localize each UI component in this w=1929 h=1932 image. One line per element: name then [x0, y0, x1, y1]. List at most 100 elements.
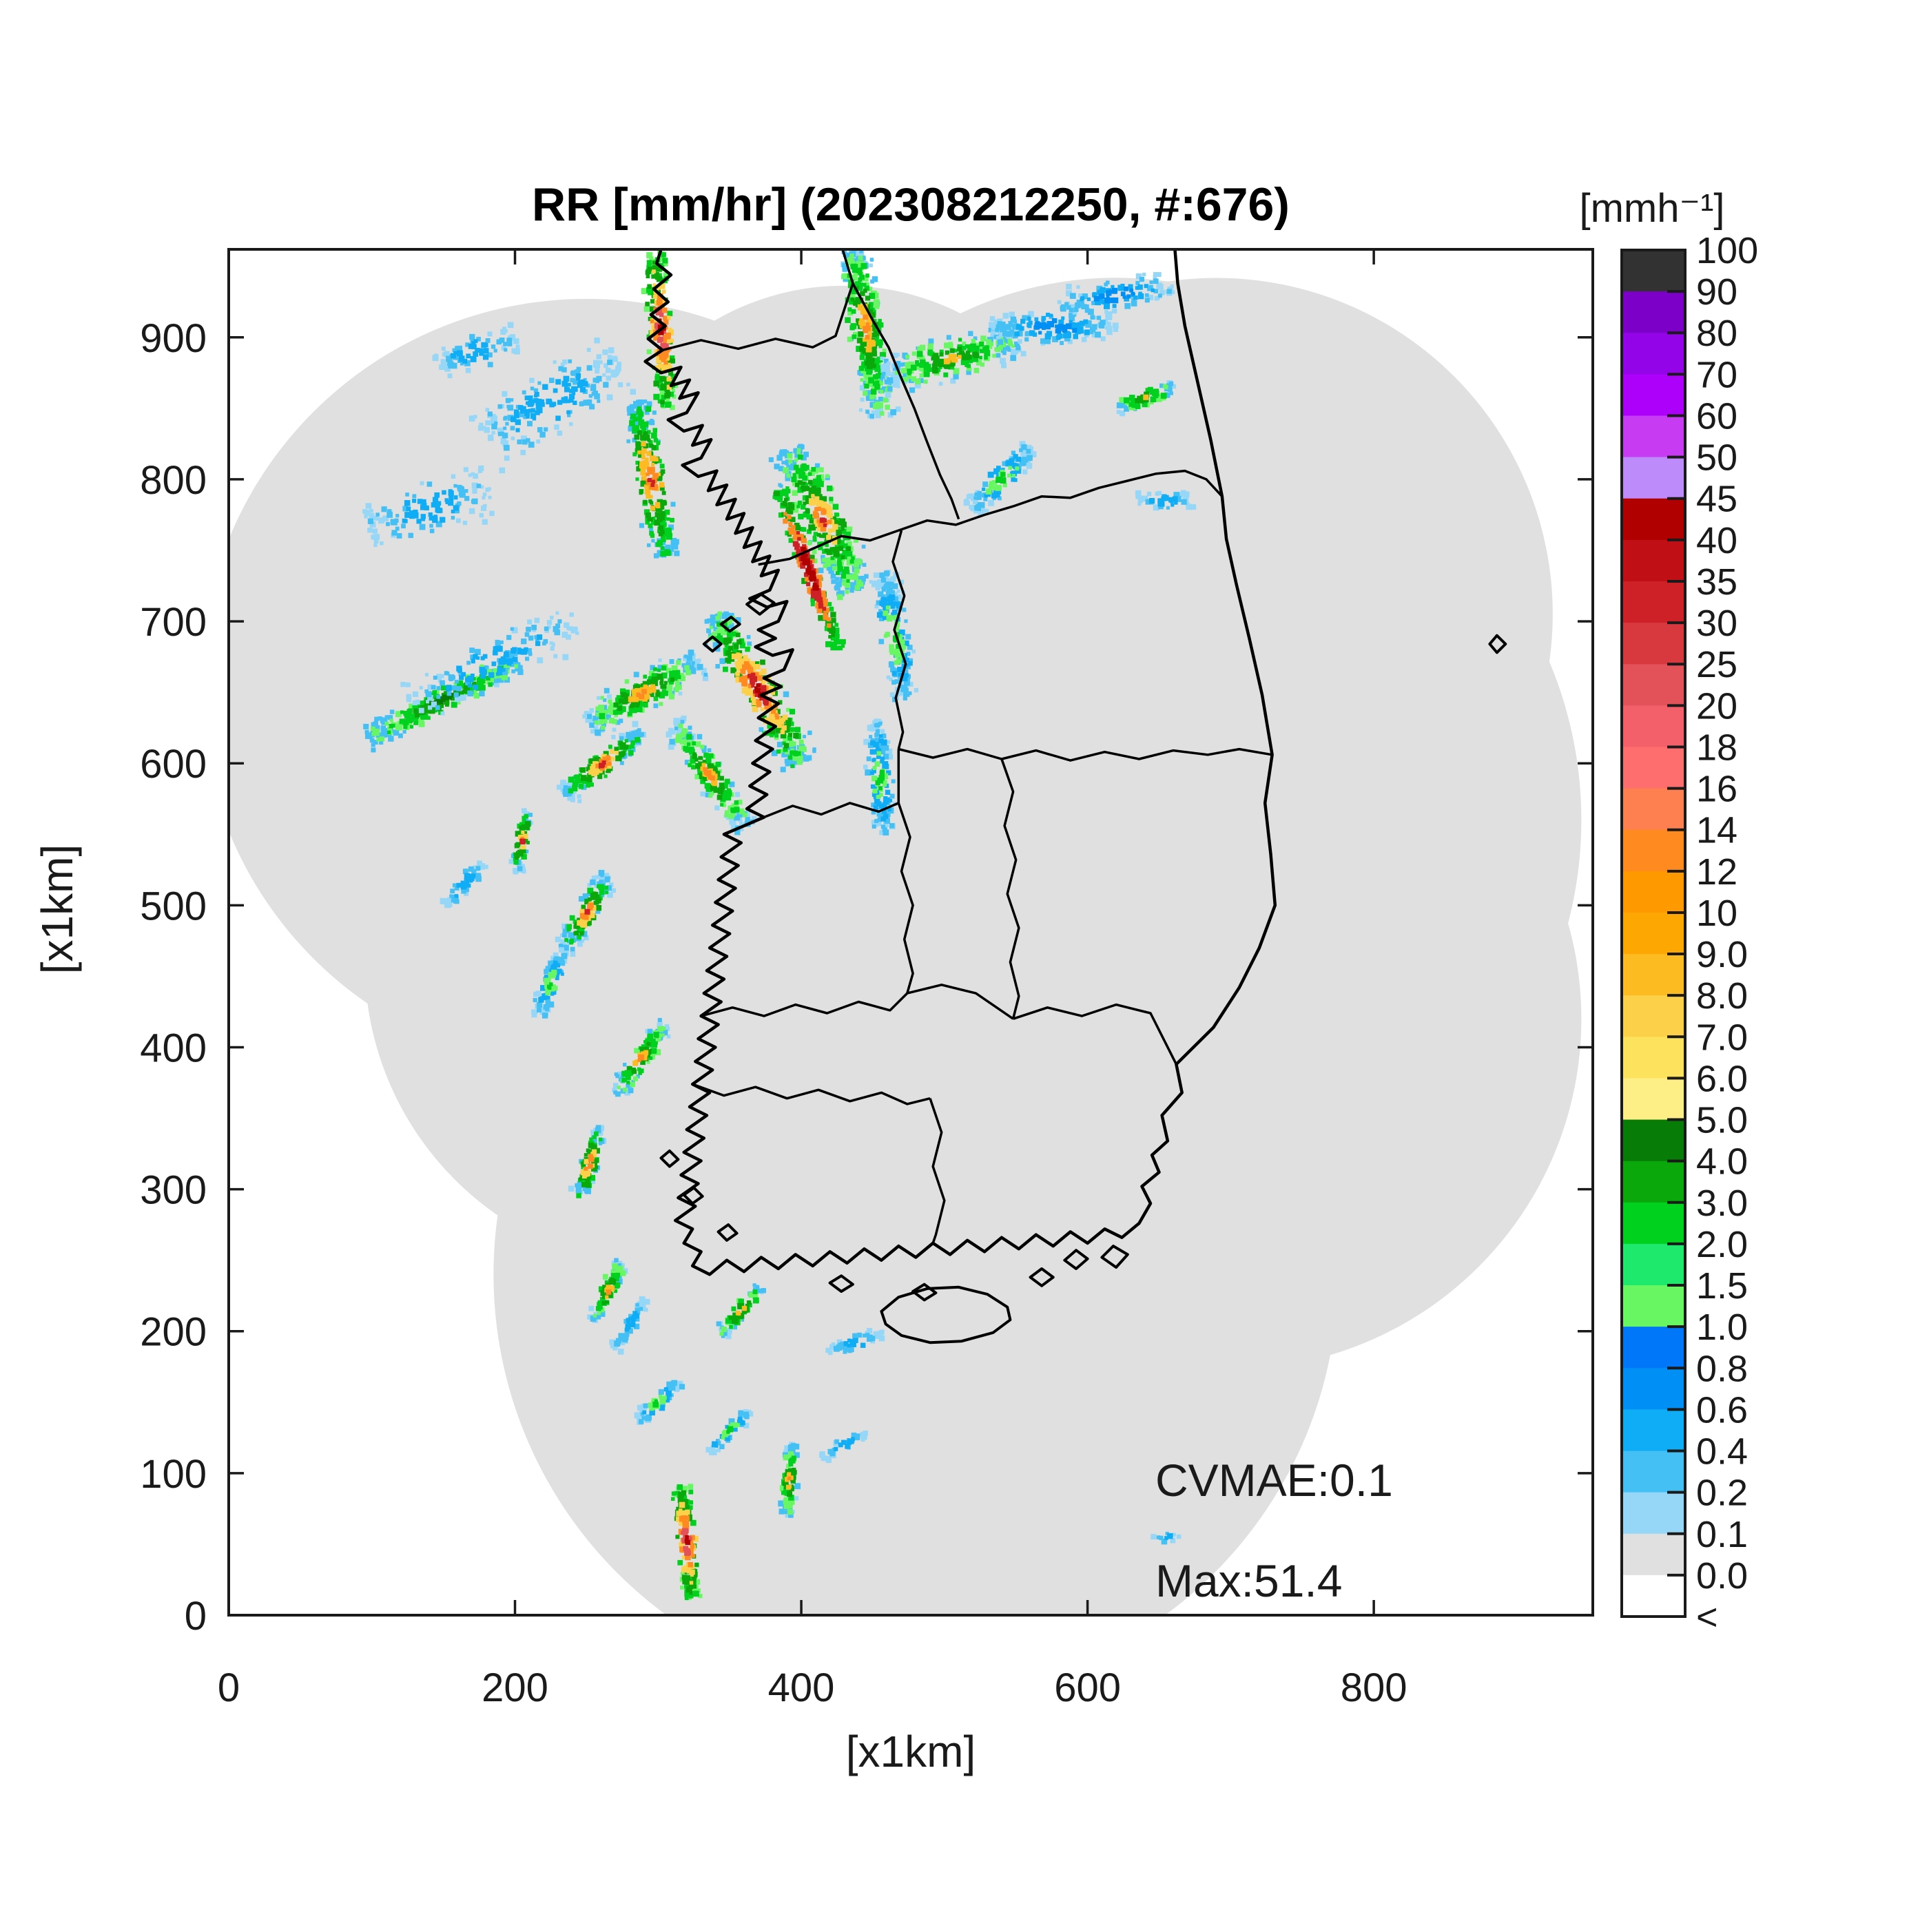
precip-cell [874, 338, 878, 343]
precip-cell [553, 952, 559, 958]
precip-cell [809, 570, 815, 576]
precip-cell [825, 561, 831, 568]
precip-cell [729, 781, 735, 787]
precip-cell [869, 727, 874, 732]
precip-cell [902, 607, 907, 612]
precip-cell [817, 481, 824, 488]
precip-cell [868, 374, 872, 379]
precip-cell [652, 283, 657, 287]
precip-cell [794, 458, 798, 462]
precip-cell [881, 352, 887, 357]
precip-cell [544, 626, 549, 631]
precip-cell [599, 889, 605, 895]
precip-cell [662, 684, 667, 689]
precip-cell [705, 785, 712, 792]
precip-cell [648, 1402, 654, 1409]
precip-cell [938, 365, 942, 369]
precip-cell [1067, 339, 1073, 344]
precip-cell [736, 811, 743, 818]
precip-cell [668, 727, 674, 734]
precip-cell [851, 309, 856, 314]
precip-cell [819, 474, 824, 479]
precip-cell [488, 676, 495, 683]
precip-cell [643, 509, 650, 515]
precip-cell [510, 398, 514, 402]
precip-cell [787, 527, 792, 531]
precip-cell [968, 344, 973, 350]
precip-cell [849, 253, 854, 258]
precip-cell [938, 362, 944, 368]
precip-cell [545, 988, 551, 994]
precip-cell [457, 486, 464, 492]
precip-cell [615, 751, 619, 755]
precip-cell [739, 808, 745, 815]
precip-cluster [362, 465, 495, 548]
precip-cell [973, 336, 978, 340]
precip-cell [797, 454, 803, 460]
precip-cell [1029, 330, 1035, 336]
precip-cell [608, 699, 612, 704]
precip-cell [794, 1452, 800, 1458]
precip-cell [604, 873, 610, 877]
precip-cell [779, 490, 786, 497]
precip-cluster [626, 399, 680, 559]
precip-cell [694, 1562, 699, 1567]
precip-cell [555, 963, 561, 968]
precip-cell [896, 643, 901, 649]
precip-cell [440, 685, 446, 691]
precip-cell [1007, 341, 1013, 346]
precip-cell [650, 686, 657, 693]
precip-cell [643, 499, 648, 504]
precip-cell [400, 681, 406, 687]
precip-cell [871, 351, 878, 357]
precip-cell [373, 740, 378, 745]
precip-cell [596, 898, 601, 904]
precip-cell [875, 746, 880, 751]
precip-cell [609, 703, 615, 708]
precip-cell [539, 431, 546, 438]
precip-cell [672, 670, 677, 675]
precip-cell [698, 1594, 703, 1599]
precip-cell [973, 368, 980, 373]
precip-cell [662, 350, 668, 355]
precip-cell [1013, 319, 1018, 324]
precip-cell [827, 519, 832, 524]
precip-cell [782, 714, 788, 720]
precip-cell [617, 705, 622, 711]
precip-cell [448, 495, 454, 501]
precip-cell [829, 606, 834, 612]
precip-cell [877, 777, 884, 784]
precip-cell [652, 484, 659, 490]
precip-cell [884, 380, 889, 384]
precip-cell [766, 717, 772, 723]
precip-cell [914, 378, 921, 385]
precip-cell [569, 422, 573, 426]
precip-cell [683, 738, 688, 743]
precip-cell [889, 798, 893, 803]
precip-cell [862, 337, 867, 342]
precip-cell [889, 822, 895, 829]
precip-cell [865, 273, 869, 278]
precip-cell [618, 698, 624, 704]
precip-cell [608, 1286, 613, 1291]
precip-cell [495, 674, 499, 678]
precip-cell [1024, 337, 1029, 342]
precip-cell [885, 789, 891, 796]
precip-cell [1106, 314, 1111, 319]
precip-cell [670, 404, 675, 411]
precip-cell [894, 377, 900, 384]
precip-cell [660, 514, 665, 519]
precip-cell [671, 388, 675, 393]
precip-cell [409, 510, 414, 515]
precip-cell [840, 573, 846, 579]
precip-cell [681, 1495, 688, 1501]
precip-cell [1091, 332, 1097, 338]
precip-cell [615, 1267, 621, 1274]
precip-cell [1103, 319, 1108, 324]
precip-cell [567, 796, 573, 801]
precip-cell [847, 307, 852, 312]
precip-cell [928, 338, 934, 344]
precip-cell [836, 521, 841, 526]
precip-cell [513, 409, 519, 415]
precip-cell [769, 728, 776, 734]
